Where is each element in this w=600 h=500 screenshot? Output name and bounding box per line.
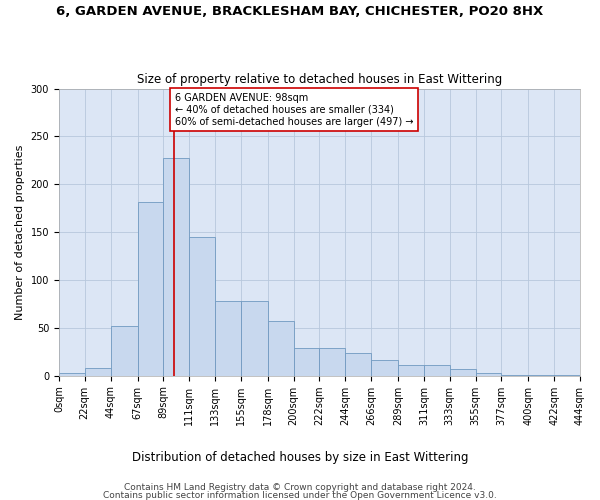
Bar xyxy=(450,369,476,376)
Bar xyxy=(502,375,529,376)
Y-axis label: Number of detached properties: Number of detached properties xyxy=(15,144,25,320)
Text: Contains HM Land Registry data © Crown copyright and database right 2024.: Contains HM Land Registry data © Crown c… xyxy=(124,483,476,492)
Bar xyxy=(241,301,268,376)
Title: Size of property relative to detached houses in East Wittering: Size of property relative to detached ho… xyxy=(137,73,502,86)
Bar xyxy=(59,373,85,376)
Bar xyxy=(85,368,110,376)
Bar xyxy=(137,202,163,376)
Bar xyxy=(424,365,450,376)
Bar xyxy=(554,375,580,376)
Bar xyxy=(110,326,137,376)
Text: 6, GARDEN AVENUE, BRACKLESHAM BAY, CHICHESTER, PO20 8HX: 6, GARDEN AVENUE, BRACKLESHAM BAY, CHICH… xyxy=(56,5,544,18)
Bar xyxy=(163,158,189,376)
Bar xyxy=(398,365,424,376)
Bar xyxy=(529,375,554,376)
Bar xyxy=(371,360,398,376)
Bar xyxy=(215,301,241,376)
Text: Distribution of detached houses by size in East Wittering: Distribution of detached houses by size … xyxy=(132,451,468,464)
Text: Contains public sector information licensed under the Open Government Licence v3: Contains public sector information licen… xyxy=(103,490,497,500)
Bar xyxy=(345,353,371,376)
Bar xyxy=(268,321,293,376)
Text: 6 GARDEN AVENUE: 98sqm
← 40% of detached houses are smaller (334)
60% of semi-de: 6 GARDEN AVENUE: 98sqm ← 40% of detached… xyxy=(175,94,413,126)
Bar xyxy=(189,237,215,376)
Bar xyxy=(476,373,502,376)
Bar xyxy=(293,348,319,376)
Bar xyxy=(319,348,345,376)
